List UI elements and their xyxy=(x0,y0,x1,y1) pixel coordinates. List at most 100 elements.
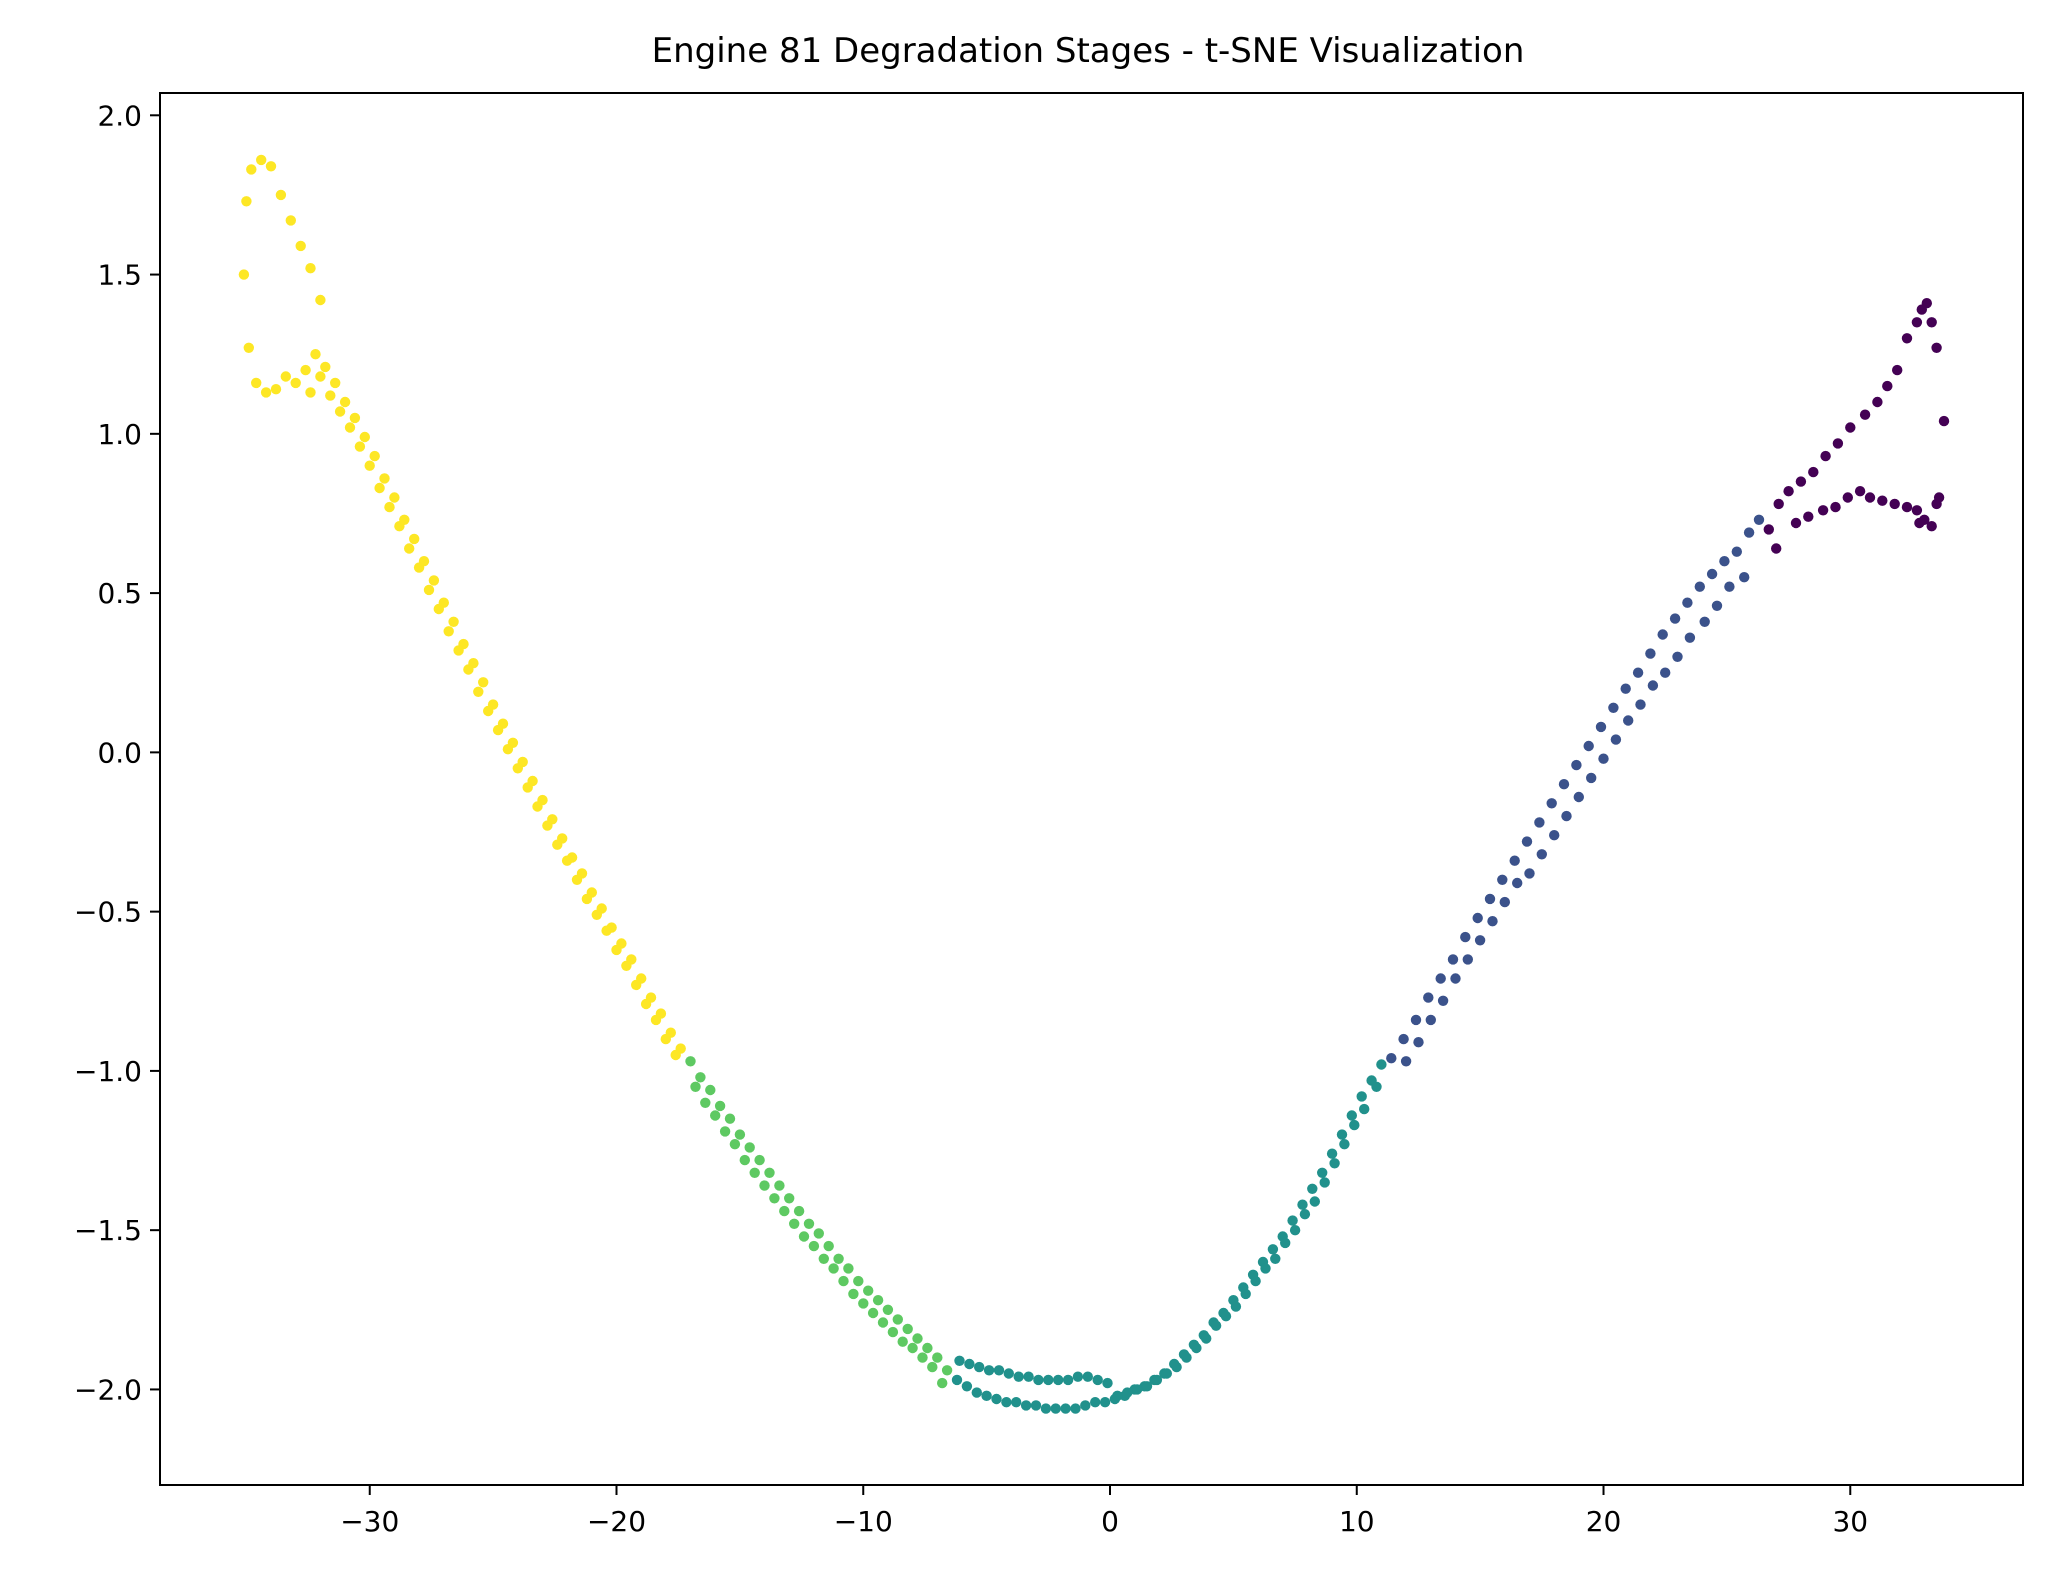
data-point xyxy=(902,1323,913,1335)
data-point xyxy=(270,384,282,395)
data-point xyxy=(749,1167,760,1179)
data-point xyxy=(334,406,346,417)
data-point xyxy=(1013,1371,1024,1382)
data-point xyxy=(1070,1403,1081,1414)
data-point xyxy=(552,839,563,850)
data-point xyxy=(1040,1403,1052,1414)
data-point xyxy=(1280,1237,1291,1249)
data-point xyxy=(241,196,252,207)
data-point xyxy=(650,1014,662,1026)
data-point xyxy=(1033,1374,1044,1386)
data-point xyxy=(1558,779,1570,790)
data-point xyxy=(1220,1311,1232,1322)
y-tick-label: 0.0 xyxy=(97,736,142,769)
data-point xyxy=(823,1240,834,1252)
data-point xyxy=(1080,1400,1091,1411)
data-point xyxy=(1882,380,1893,392)
data-point xyxy=(1437,995,1449,1006)
data-point xyxy=(808,1240,820,1252)
data-point xyxy=(954,1355,965,1367)
data-point xyxy=(349,412,361,424)
data-point xyxy=(1763,524,1775,535)
data-point xyxy=(1023,1371,1034,1382)
data-point xyxy=(1171,1361,1182,1373)
x-tick-label: −10 xyxy=(834,1505,893,1538)
data-point xyxy=(1151,1374,1163,1386)
data-point xyxy=(1598,753,1609,764)
data-point xyxy=(1790,517,1802,529)
data-point xyxy=(744,1142,755,1153)
data-point xyxy=(1684,632,1696,643)
data-point xyxy=(927,1361,938,1373)
data-point xyxy=(1914,517,1925,529)
data-point xyxy=(793,1205,805,1217)
data-point xyxy=(1739,572,1750,583)
data-point xyxy=(601,925,612,936)
data-point xyxy=(1620,683,1631,694)
data-point xyxy=(1307,1183,1318,1195)
data-point xyxy=(1509,855,1520,866)
data-point xyxy=(1808,466,1819,478)
data-point xyxy=(1657,629,1668,640)
data-point xyxy=(1660,667,1671,678)
data-point xyxy=(1669,613,1681,624)
data-point xyxy=(769,1193,780,1204)
data-point xyxy=(1161,1368,1173,1379)
data-point xyxy=(1289,1225,1301,1236)
data-point xyxy=(1386,1053,1397,1064)
data-point xyxy=(724,1113,736,1124)
data-point xyxy=(1400,1056,1412,1067)
data-point xyxy=(364,460,375,471)
data-point xyxy=(354,441,366,452)
data-point xyxy=(1595,721,1607,733)
data-point xyxy=(581,893,593,905)
data-point xyxy=(961,1381,973,1392)
data-point xyxy=(813,1228,824,1239)
data-point xyxy=(1645,648,1656,659)
data-point xyxy=(453,645,464,656)
data-point xyxy=(290,377,301,389)
data-point xyxy=(932,1352,943,1363)
data-point xyxy=(379,473,390,484)
data-point xyxy=(1191,1342,1202,1354)
data-point xyxy=(320,361,331,373)
data-point xyxy=(1270,1253,1281,1265)
data-point xyxy=(243,342,254,353)
data-point xyxy=(971,1387,982,1398)
data-point xyxy=(305,387,316,398)
data-point xyxy=(1102,1377,1113,1389)
data-point xyxy=(941,1365,953,1376)
x-tick-label: −30 xyxy=(340,1505,399,1538)
x-tick-label: 10 xyxy=(1339,1505,1375,1538)
data-point xyxy=(1339,1139,1350,1150)
data-point xyxy=(1694,581,1706,592)
data-point xyxy=(937,1377,948,1389)
data-point xyxy=(685,1056,696,1067)
data-point xyxy=(1820,450,1831,462)
data-point xyxy=(1423,992,1434,1003)
data-point xyxy=(265,161,277,172)
data-point xyxy=(1771,543,1782,554)
data-point xyxy=(251,377,262,389)
data-point xyxy=(690,1081,701,1093)
data-point xyxy=(512,763,523,774)
data-point xyxy=(843,1263,854,1274)
data-point xyxy=(1309,1196,1321,1207)
data-point xyxy=(759,1180,770,1191)
y-tick-label: −1.0 xyxy=(74,1055,142,1088)
data-point xyxy=(774,1180,785,1191)
data-point xyxy=(734,1129,746,1140)
y-tick-label: 1.5 xyxy=(97,259,142,292)
data-point xyxy=(1072,1371,1084,1382)
data-point xyxy=(502,744,514,755)
data-point xyxy=(1832,438,1844,449)
data-point xyxy=(1210,1320,1222,1331)
data-point xyxy=(1783,486,1794,497)
data-point xyxy=(848,1288,859,1300)
data-point xyxy=(478,677,489,688)
data-point xyxy=(1346,1110,1358,1121)
data-point xyxy=(1817,505,1829,516)
data-point xyxy=(1731,546,1743,557)
data-point xyxy=(1911,505,1923,516)
data-point xyxy=(374,482,385,494)
